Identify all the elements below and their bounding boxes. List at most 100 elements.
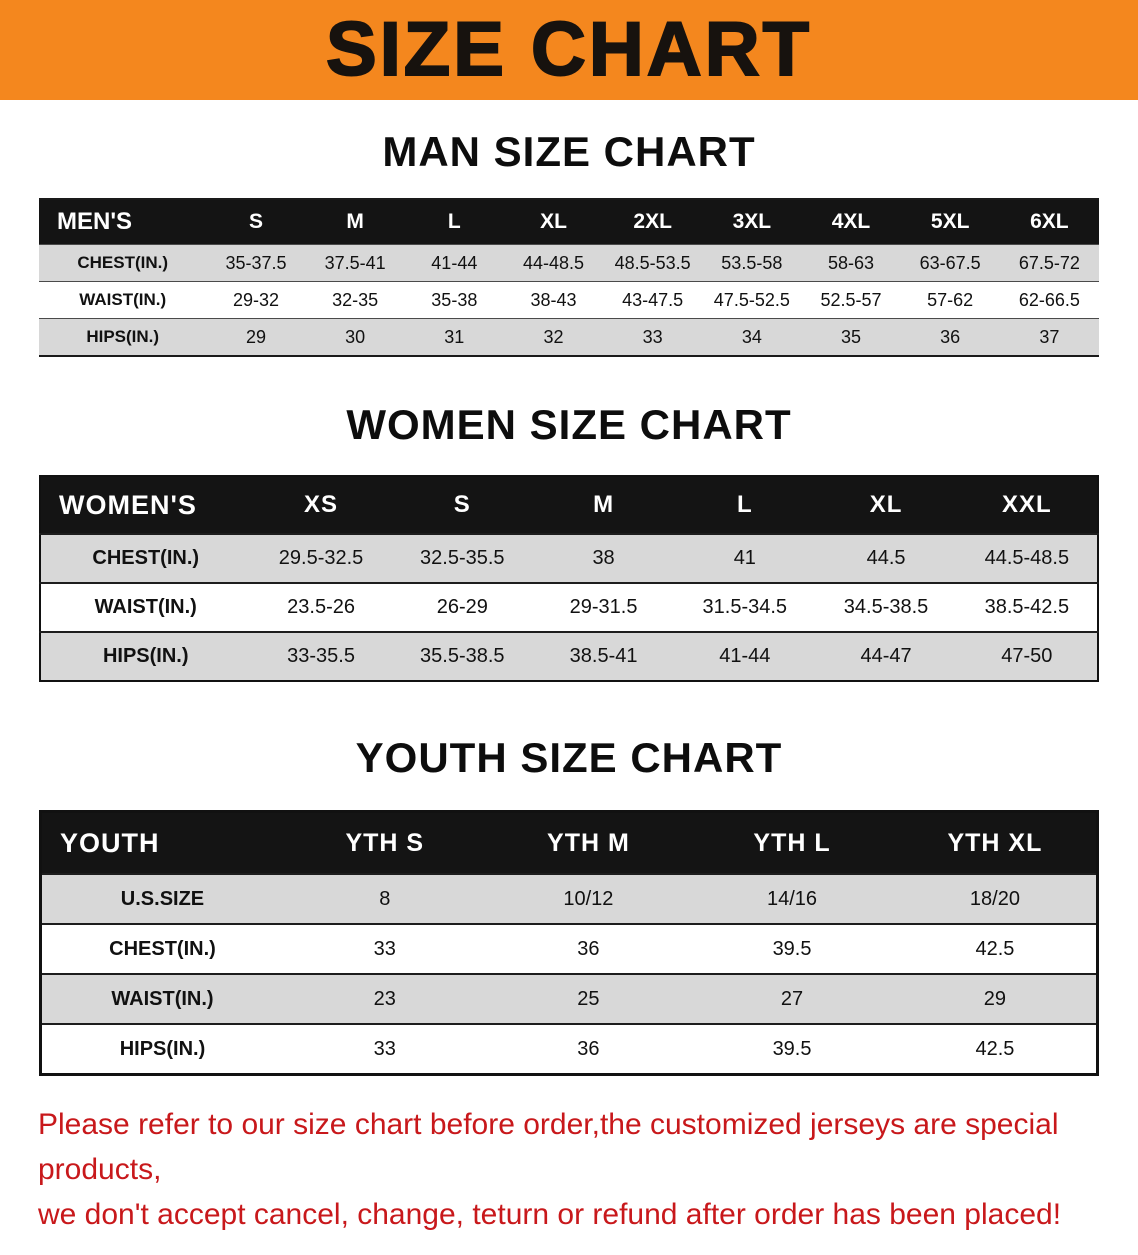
size-label-cell: YTH XL bbox=[893, 811, 1098, 874]
measurement-value-cell: 29-31.5 bbox=[532, 582, 675, 632]
size-label-cell: XS bbox=[250, 476, 392, 534]
measurement-label-cell: WAIST(IN.) bbox=[40, 582, 251, 632]
measurement-row: CHEST(IN.) 33 36 39.5 42.5 bbox=[40, 923, 1098, 974]
measurement-row: HIPS(IN.) 33 36 39.5 42.5 bbox=[40, 1023, 1098, 1075]
measurement-value-cell: 58-63 bbox=[801, 244, 901, 282]
measurement-value-cell: 32.5-35.5 bbox=[391, 533, 533, 583]
table-header-row: YOUTH YTH S YTH M YTH L YTH XL bbox=[40, 811, 1098, 874]
youth-size-table: YOUTH YTH S YTH M YTH L YTH XL U.S.SIZE 8 10/12… bbox=[39, 810, 1099, 1076]
measurement-row: CHEST(IN.) 35-37.5 37.5-41 41-44 44-48.5 48.5… bbox=[39, 244, 1099, 282]
measurement-value-cell: 47.5-52.5 bbox=[702, 281, 802, 319]
measurement-value-cell: 42.5 bbox=[893, 1023, 1098, 1075]
banner-title: SIZE CHART bbox=[325, 7, 812, 92]
table-title-cell: WOMEN'S bbox=[40, 476, 251, 534]
measurement-row: CHEST(IN.) 29.5-32.5 32.5-35.5 38 41 44.5 44.5… bbox=[40, 533, 1098, 583]
disclaimer-line-2: we don't accept cancel, change, teturn o… bbox=[38, 1198, 1062, 1231]
measurement-row: WAIST(IN.) 29-32 32-35 35-38 38-43 43-47.5 47.… bbox=[39, 281, 1099, 319]
table-title-cell: YOUTH bbox=[40, 811, 283, 874]
measurement-value-cell: 26-29 bbox=[391, 582, 533, 632]
size-label-cell: XXL bbox=[956, 476, 1098, 534]
measurement-label-cell: HIPS(IN.) bbox=[39, 318, 207, 356]
table-header-row: MEN'S S M L XL 2XL 3XL 4XL 5XL 6XL bbox=[39, 199, 1099, 245]
measurement-value-cell: 31 bbox=[404, 318, 504, 356]
size-label-cell: YTH M bbox=[486, 811, 691, 874]
measurement-value-cell: 35 bbox=[801, 318, 901, 356]
measurement-value-cell: 32-35 bbox=[305, 281, 405, 319]
men-section-heading: MAN SIZE CHART bbox=[382, 128, 756, 175]
measurement-value-cell: 8 bbox=[282, 873, 487, 924]
size-label-cell: L bbox=[674, 476, 816, 534]
women-size-table: WOMEN'S XS S M L XL XXL CHEST(IN.) 29.5-32.5 32.5… bbox=[39, 475, 1099, 682]
measurement-value-cell: 29 bbox=[206, 318, 306, 356]
measurement-row: HIPS(IN.) 33-35.5 35.5-38.5 38.5-41 41-44 44-… bbox=[40, 631, 1098, 681]
measurement-value-cell: 38.5-41 bbox=[532, 631, 675, 681]
size-label-cell: 6XL bbox=[999, 199, 1099, 245]
measurement-value-cell: 33 bbox=[282, 923, 487, 974]
size-label-cell: YTH S bbox=[282, 811, 487, 874]
measurement-value-cell: 43-47.5 bbox=[603, 281, 703, 319]
measurement-value-cell: 30 bbox=[305, 318, 405, 356]
measurement-value-cell: 35-37.5 bbox=[206, 244, 306, 282]
measurement-value-cell: 36 bbox=[486, 923, 691, 974]
banner: SIZE CHART bbox=[0, 0, 1138, 100]
size-label-cell: XL bbox=[815, 476, 957, 534]
measurement-row: U.S.SIZE 8 10/12 14/16 18/20 bbox=[40, 873, 1098, 924]
measurement-value-cell: 29.5-32.5 bbox=[250, 533, 392, 583]
measurement-value-cell: 36 bbox=[486, 1023, 691, 1075]
size-label-cell: L bbox=[404, 199, 504, 245]
size-label-cell: 5XL bbox=[900, 199, 1000, 245]
measurement-value-cell: 67.5-72 bbox=[999, 244, 1099, 282]
measurement-value-cell: 62-66.5 bbox=[999, 281, 1099, 319]
measurement-value-cell: 10/12 bbox=[486, 873, 691, 924]
measurement-value-cell: 38-43 bbox=[503, 281, 604, 319]
measurement-value-cell: 39.5 bbox=[690, 1023, 894, 1075]
measurement-label-cell: WAIST(IN.) bbox=[39, 281, 207, 319]
size-label-cell: 3XL bbox=[702, 199, 802, 245]
measurement-value-cell: 52.5-57 bbox=[801, 281, 901, 319]
measurement-value-cell: 35.5-38.5 bbox=[391, 631, 533, 681]
measurement-value-cell: 29 bbox=[893, 973, 1098, 1024]
measurement-value-cell: 38.5-42.5 bbox=[956, 582, 1098, 632]
measurement-value-cell: 53.5-58 bbox=[702, 244, 802, 282]
measurement-value-cell: 25 bbox=[486, 973, 691, 1024]
measurement-value-cell: 34.5-38.5 bbox=[815, 582, 957, 632]
measurement-value-cell: 42.5 bbox=[893, 923, 1098, 974]
measurement-value-cell: 63-67.5 bbox=[900, 244, 1000, 282]
measurement-label-cell: CHEST(IN.) bbox=[39, 244, 207, 282]
measurement-value-cell: 31.5-34.5 bbox=[674, 582, 816, 632]
measurement-value-cell: 33 bbox=[282, 1023, 487, 1075]
size-label-cell: S bbox=[391, 476, 533, 534]
measurement-label-cell: CHEST(IN.) bbox=[40, 923, 283, 974]
size-label-cell: 4XL bbox=[801, 199, 901, 245]
disclaimer-line-1: Please refer to our size chart before or… bbox=[38, 1108, 1059, 1186]
measurement-value-cell: 48.5-53.5 bbox=[603, 244, 703, 282]
measurement-value-cell: 33 bbox=[603, 318, 703, 356]
measurement-value-cell: 47-50 bbox=[956, 631, 1098, 681]
measurement-value-cell: 37 bbox=[999, 318, 1099, 356]
measurement-value-cell: 27 bbox=[690, 973, 894, 1024]
measurement-label-cell: CHEST(IN.) bbox=[40, 533, 251, 583]
measurement-value-cell: 29-32 bbox=[206, 281, 306, 319]
size-label-cell: M bbox=[532, 476, 675, 534]
men-size-table: MEN'S S M L XL 2XL 3XL 4XL 5XL 6XL CHEST(IN.) 35-37… bbox=[39, 198, 1099, 357]
women-section-heading: WOMEN SIZE CHART bbox=[346, 401, 792, 448]
table-title-cell: MEN'S bbox=[39, 199, 207, 245]
measurement-value-cell: 35-38 bbox=[404, 281, 504, 319]
measurement-value-cell: 44.5 bbox=[815, 533, 957, 583]
measurement-row: HIPS(IN.) 29 30 31 32 33 34 35 36 37 bbox=[39, 318, 1099, 356]
measurement-value-cell: 36 bbox=[900, 318, 1000, 356]
disclaimer-note: Please refer to our size chart before or… bbox=[0, 1076, 1138, 1255]
measurement-value-cell: 18/20 bbox=[893, 873, 1098, 924]
measurement-value-cell: 34 bbox=[702, 318, 802, 356]
measurement-value-cell: 14/16 bbox=[690, 873, 894, 924]
size-label-cell: YTH L bbox=[690, 811, 894, 874]
measurement-value-cell: 23 bbox=[282, 973, 487, 1024]
measurement-value-cell: 33-35.5 bbox=[250, 631, 392, 681]
size-label-cell: S bbox=[206, 199, 306, 245]
measurement-value-cell: 44-47 bbox=[815, 631, 957, 681]
measurement-value-cell: 41 bbox=[674, 533, 816, 583]
measurement-label-cell: WAIST(IN.) bbox=[40, 973, 283, 1024]
measurement-label-cell: U.S.SIZE bbox=[40, 873, 283, 924]
measurement-value-cell: 37.5-41 bbox=[305, 244, 405, 282]
